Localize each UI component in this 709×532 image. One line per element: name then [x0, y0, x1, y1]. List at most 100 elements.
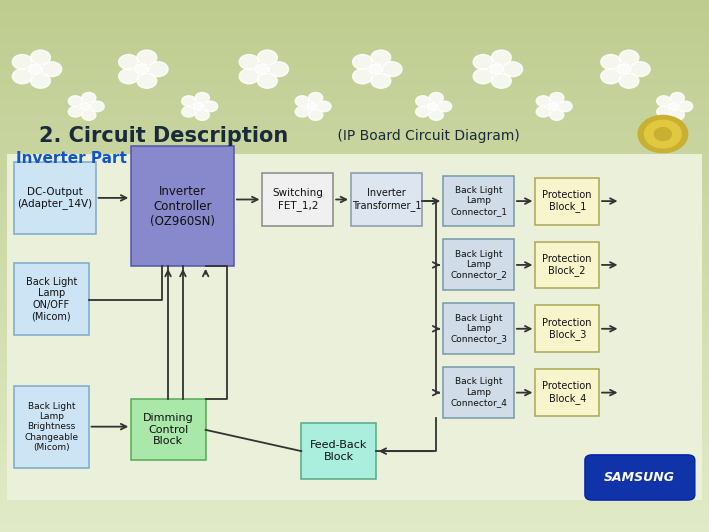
Bar: [0, 133, 709, 136]
Circle shape: [68, 106, 82, 117]
Text: Back Light
Lamp
Connector_1: Back Light Lamp Connector_1: [450, 186, 507, 216]
Bar: [0, 516, 709, 519]
Circle shape: [257, 73, 277, 88]
Circle shape: [558, 101, 572, 112]
Bar: [0, 234, 709, 237]
Bar: [0, 442, 709, 444]
Bar: [0, 399, 709, 402]
Bar: [0, 101, 709, 104]
Bar: [0, 231, 709, 234]
Bar: [0, 16, 709, 19]
Bar: [0, 106, 709, 109]
Text: Switching
FET_1,2: Switching FET_1,2: [272, 188, 323, 211]
Bar: [0, 497, 709, 500]
Circle shape: [82, 110, 96, 120]
Bar: [0, 458, 709, 460]
Bar: [0, 527, 709, 529]
Bar: [0, 5, 709, 8]
Bar: [0, 391, 709, 394]
Bar: [0, 319, 709, 322]
Bar: [0, 468, 709, 471]
Circle shape: [182, 96, 196, 106]
Bar: [0, 386, 709, 388]
FancyBboxPatch shape: [443, 239, 514, 290]
Bar: [0, 98, 709, 101]
Bar: [0, 192, 709, 194]
Bar: [0, 261, 709, 263]
Circle shape: [619, 73, 639, 88]
Bar: [0, 455, 709, 458]
Bar: [0, 32, 709, 35]
Bar: [0, 287, 709, 290]
Bar: [0, 359, 709, 362]
Bar: [0, 125, 709, 128]
Bar: [0, 226, 709, 229]
Bar: [0, 407, 709, 410]
Bar: [0, 141, 709, 144]
Bar: [0, 269, 709, 271]
Bar: [0, 271, 709, 274]
Bar: [0, 434, 709, 436]
Bar: [0, 56, 709, 59]
Bar: [0, 85, 709, 88]
Bar: [0, 162, 709, 165]
Bar: [0, 178, 709, 181]
Bar: [0, 301, 709, 303]
Circle shape: [536, 96, 550, 106]
Bar: [0, 215, 709, 218]
Bar: [0, 383, 709, 386]
Bar: [0, 181, 709, 184]
Circle shape: [491, 50, 511, 65]
Circle shape: [536, 106, 550, 117]
Bar: [0, 325, 709, 327]
Bar: [0, 21, 709, 24]
Circle shape: [30, 50, 50, 65]
Circle shape: [617, 64, 631, 74]
Bar: [0, 500, 709, 503]
Bar: [0, 306, 709, 309]
Bar: [0, 122, 709, 125]
Circle shape: [118, 69, 138, 84]
Bar: [0, 112, 709, 114]
Bar: [0, 247, 709, 250]
Bar: [0, 61, 709, 64]
Bar: [0, 8, 709, 11]
Bar: [0, 64, 709, 66]
Circle shape: [352, 54, 372, 69]
Circle shape: [428, 103, 437, 110]
Bar: [0, 428, 709, 431]
Bar: [0, 338, 709, 340]
Circle shape: [82, 93, 96, 103]
Bar: [0, 90, 709, 93]
Circle shape: [295, 96, 309, 106]
Bar: [0, 258, 709, 261]
FancyBboxPatch shape: [14, 263, 89, 335]
FancyBboxPatch shape: [535, 369, 599, 416]
Bar: [0, 144, 709, 146]
Bar: [0, 29, 709, 32]
Text: (IP Board Circuit Diagram): (IP Board Circuit Diagram): [333, 129, 520, 143]
Text: Back Light
Lamp
Brightness
Changeable
(Micom): Back Light Lamp Brightness Changeable (M…: [24, 402, 79, 452]
Circle shape: [670, 110, 684, 120]
Text: Protection
Block_4: Protection Block_4: [542, 381, 592, 404]
Circle shape: [549, 110, 564, 120]
Circle shape: [429, 110, 443, 120]
Bar: [0, 309, 709, 311]
Bar: [0, 489, 709, 492]
Circle shape: [269, 62, 289, 77]
Circle shape: [437, 101, 452, 112]
Circle shape: [369, 64, 383, 74]
FancyBboxPatch shape: [535, 178, 599, 225]
Bar: [0, 69, 709, 72]
Bar: [0, 253, 709, 255]
Bar: [0, 322, 709, 325]
Bar: [0, 295, 709, 298]
Bar: [0, 492, 709, 495]
Circle shape: [654, 128, 671, 140]
Bar: [0, 117, 709, 120]
Bar: [0, 104, 709, 106]
Bar: [0, 346, 709, 348]
Bar: [0, 37, 709, 40]
Bar: [0, 330, 709, 332]
FancyBboxPatch shape: [443, 303, 514, 354]
